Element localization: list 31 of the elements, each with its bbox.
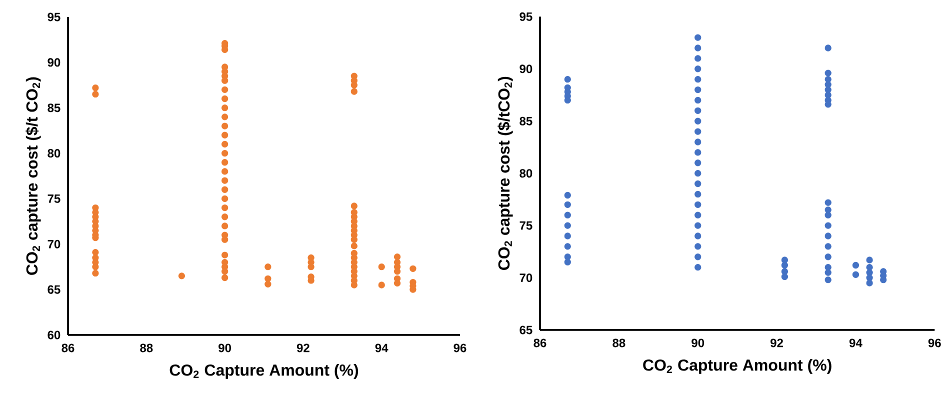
x-tick-label: 90 — [692, 338, 704, 348]
x-tick-label: 96 — [454, 344, 466, 352]
y-axis-title: CO$_{2}$ capture cost ($/tCO$_{2}$) — [498, 76, 513, 270]
x-tick-label: 88 — [612, 338, 626, 348]
x-tick-label: 86 — [534, 338, 546, 348]
x-tick-label: 94 — [849, 338, 862, 348]
y-tick-label: 95 — [520, 12, 532, 21]
y-tick-label: 65 — [48, 285, 60, 294]
y-tick-label: 80 — [520, 169, 532, 178]
y-tick-label: 75 — [520, 221, 532, 230]
y-tick-label: 85 — [48, 104, 60, 112]
y-tick-label: 70 — [520, 274, 532, 282]
x-tick-label: 96 — [928, 338, 941, 348]
x-tick-label: 92 — [770, 338, 783, 348]
x-tick-label: 86 — [62, 344, 74, 352]
y-tick-label: 90 — [48, 58, 60, 67]
x-tick-label: 92 — [296, 344, 310, 352]
y-tick-label: 60 — [48, 330, 60, 340]
y-tick-label: 80 — [48, 149, 60, 158]
y-axis-title: CO$_{2}$ capture cost ($/t CO$_{2}$) — [26, 77, 41, 275]
y-tick-label: 75 — [48, 194, 60, 203]
x-tick-label: 94 — [375, 344, 388, 352]
x-tick-label: 90 — [218, 344, 231, 352]
y-tick-label: 90 — [520, 64, 532, 74]
y-tick-label: 65 — [520, 326, 532, 334]
x-tick-label: 88 — [140, 344, 153, 352]
y-tick-label: 85 — [520, 116, 532, 126]
x-axis-title: CO$_{2}$ Capture Amount (%) — [643, 359, 832, 374]
y-tick-label: 95 — [48, 12, 60, 22]
y-tick-label: 70 — [48, 240, 60, 248]
x-axis-title: CO$_{2}$ Capture Amount (%) — [170, 364, 358, 379]
